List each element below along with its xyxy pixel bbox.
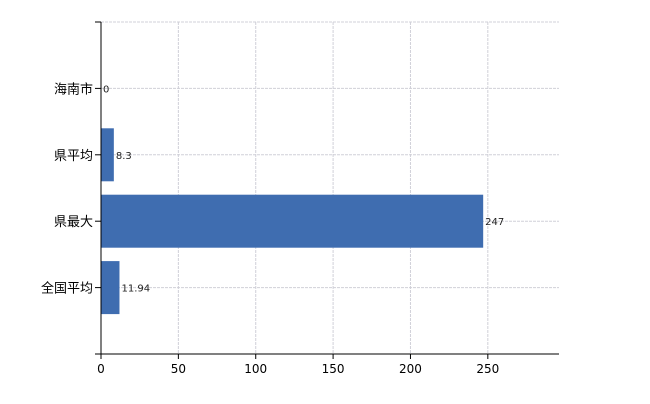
- y-tick-label: 海南市: [54, 81, 93, 97]
- x-tick-label: 150: [322, 362, 345, 376]
- y-tick-label: 県最大: [54, 215, 93, 230]
- bar: [101, 261, 120, 315]
- y-tick-label: 県平均: [54, 149, 93, 164]
- data-label: 11.94: [121, 284, 150, 295]
- y-tick-label: 全国平均: [41, 281, 93, 297]
- x-tick-label: 50: [171, 362, 186, 376]
- x-tick-label: 200: [399, 362, 422, 376]
- x-tick-label: 0: [97, 362, 105, 376]
- x-tick-label: 250: [476, 362, 499, 376]
- data-label: 8.3: [116, 151, 132, 162]
- data-label: 247: [485, 217, 504, 228]
- data-label: 0: [103, 84, 109, 95]
- bar: [101, 128, 114, 182]
- x-tick-label: 100: [244, 362, 267, 376]
- bar: [101, 194, 484, 248]
